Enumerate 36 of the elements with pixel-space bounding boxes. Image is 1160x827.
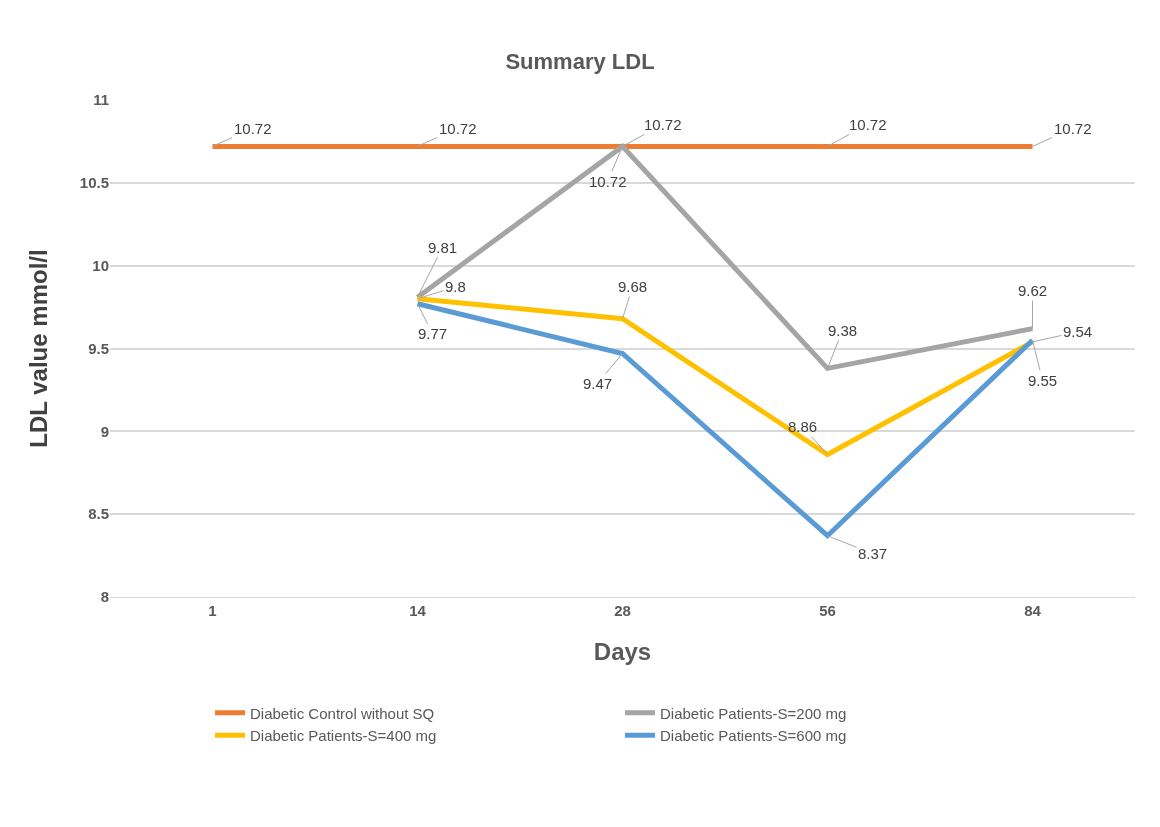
data-label: 9.81 [428, 239, 458, 256]
data-label: 9.54 [1063, 323, 1093, 340]
data-label: 9.38 [828, 322, 858, 339]
legend-label: Diabetic Patients-S=600 mg [660, 727, 847, 744]
y-tick-label: 8 [100, 588, 109, 606]
data-label: 8.37 [858, 545, 888, 562]
data-label: 9.55 [1028, 372, 1058, 389]
y-tick-label: 10.5 [79, 174, 109, 192]
legend-label: Diabetic Control without SQ [250, 704, 435, 722]
chart-title: Summary LDL [505, 49, 655, 75]
data-label: 10.72 [1054, 120, 1092, 137]
data-label: 10.72 [849, 116, 887, 133]
data-label: 10.72 [234, 120, 272, 137]
x-tick-label: 56 [819, 602, 836, 619]
y-tick-label: 9.5 [88, 339, 109, 357]
data-label: 9.47 [583, 375, 613, 392]
x-tick-label: 84 [1024, 602, 1042, 619]
data-label: 10.72 [589, 173, 627, 190]
data-label: 10.72 [644, 116, 682, 133]
data-label: 9.8 [445, 278, 466, 295]
x-tick-label: 14 [409, 602, 427, 619]
data-label: 8.86 [788, 418, 818, 435]
y-tick-label: 9 [100, 422, 109, 440]
y-tick-label: 11 [93, 91, 109, 109]
x-tick-label: 1 [208, 602, 217, 619]
data-label: 9.62 [1018, 282, 1048, 299]
data-label: 9.68 [618, 278, 648, 295]
x-tick-label: 28 [614, 602, 631, 619]
legend-label: Diabetic Patients-S=400 mg [250, 727, 437, 744]
data-label: 10.72 [439, 120, 477, 137]
y-tick-label: 8.5 [88, 505, 109, 523]
y-axis-title: LDL value mmol/l [24, 249, 52, 448]
data-label: 9.77 [418, 325, 448, 342]
y-tick-label: 10 [92, 256, 109, 274]
legend-label: Diabetic Patients-S=200 mg [660, 704, 847, 722]
x-axis-title: Days [593, 638, 652, 666]
